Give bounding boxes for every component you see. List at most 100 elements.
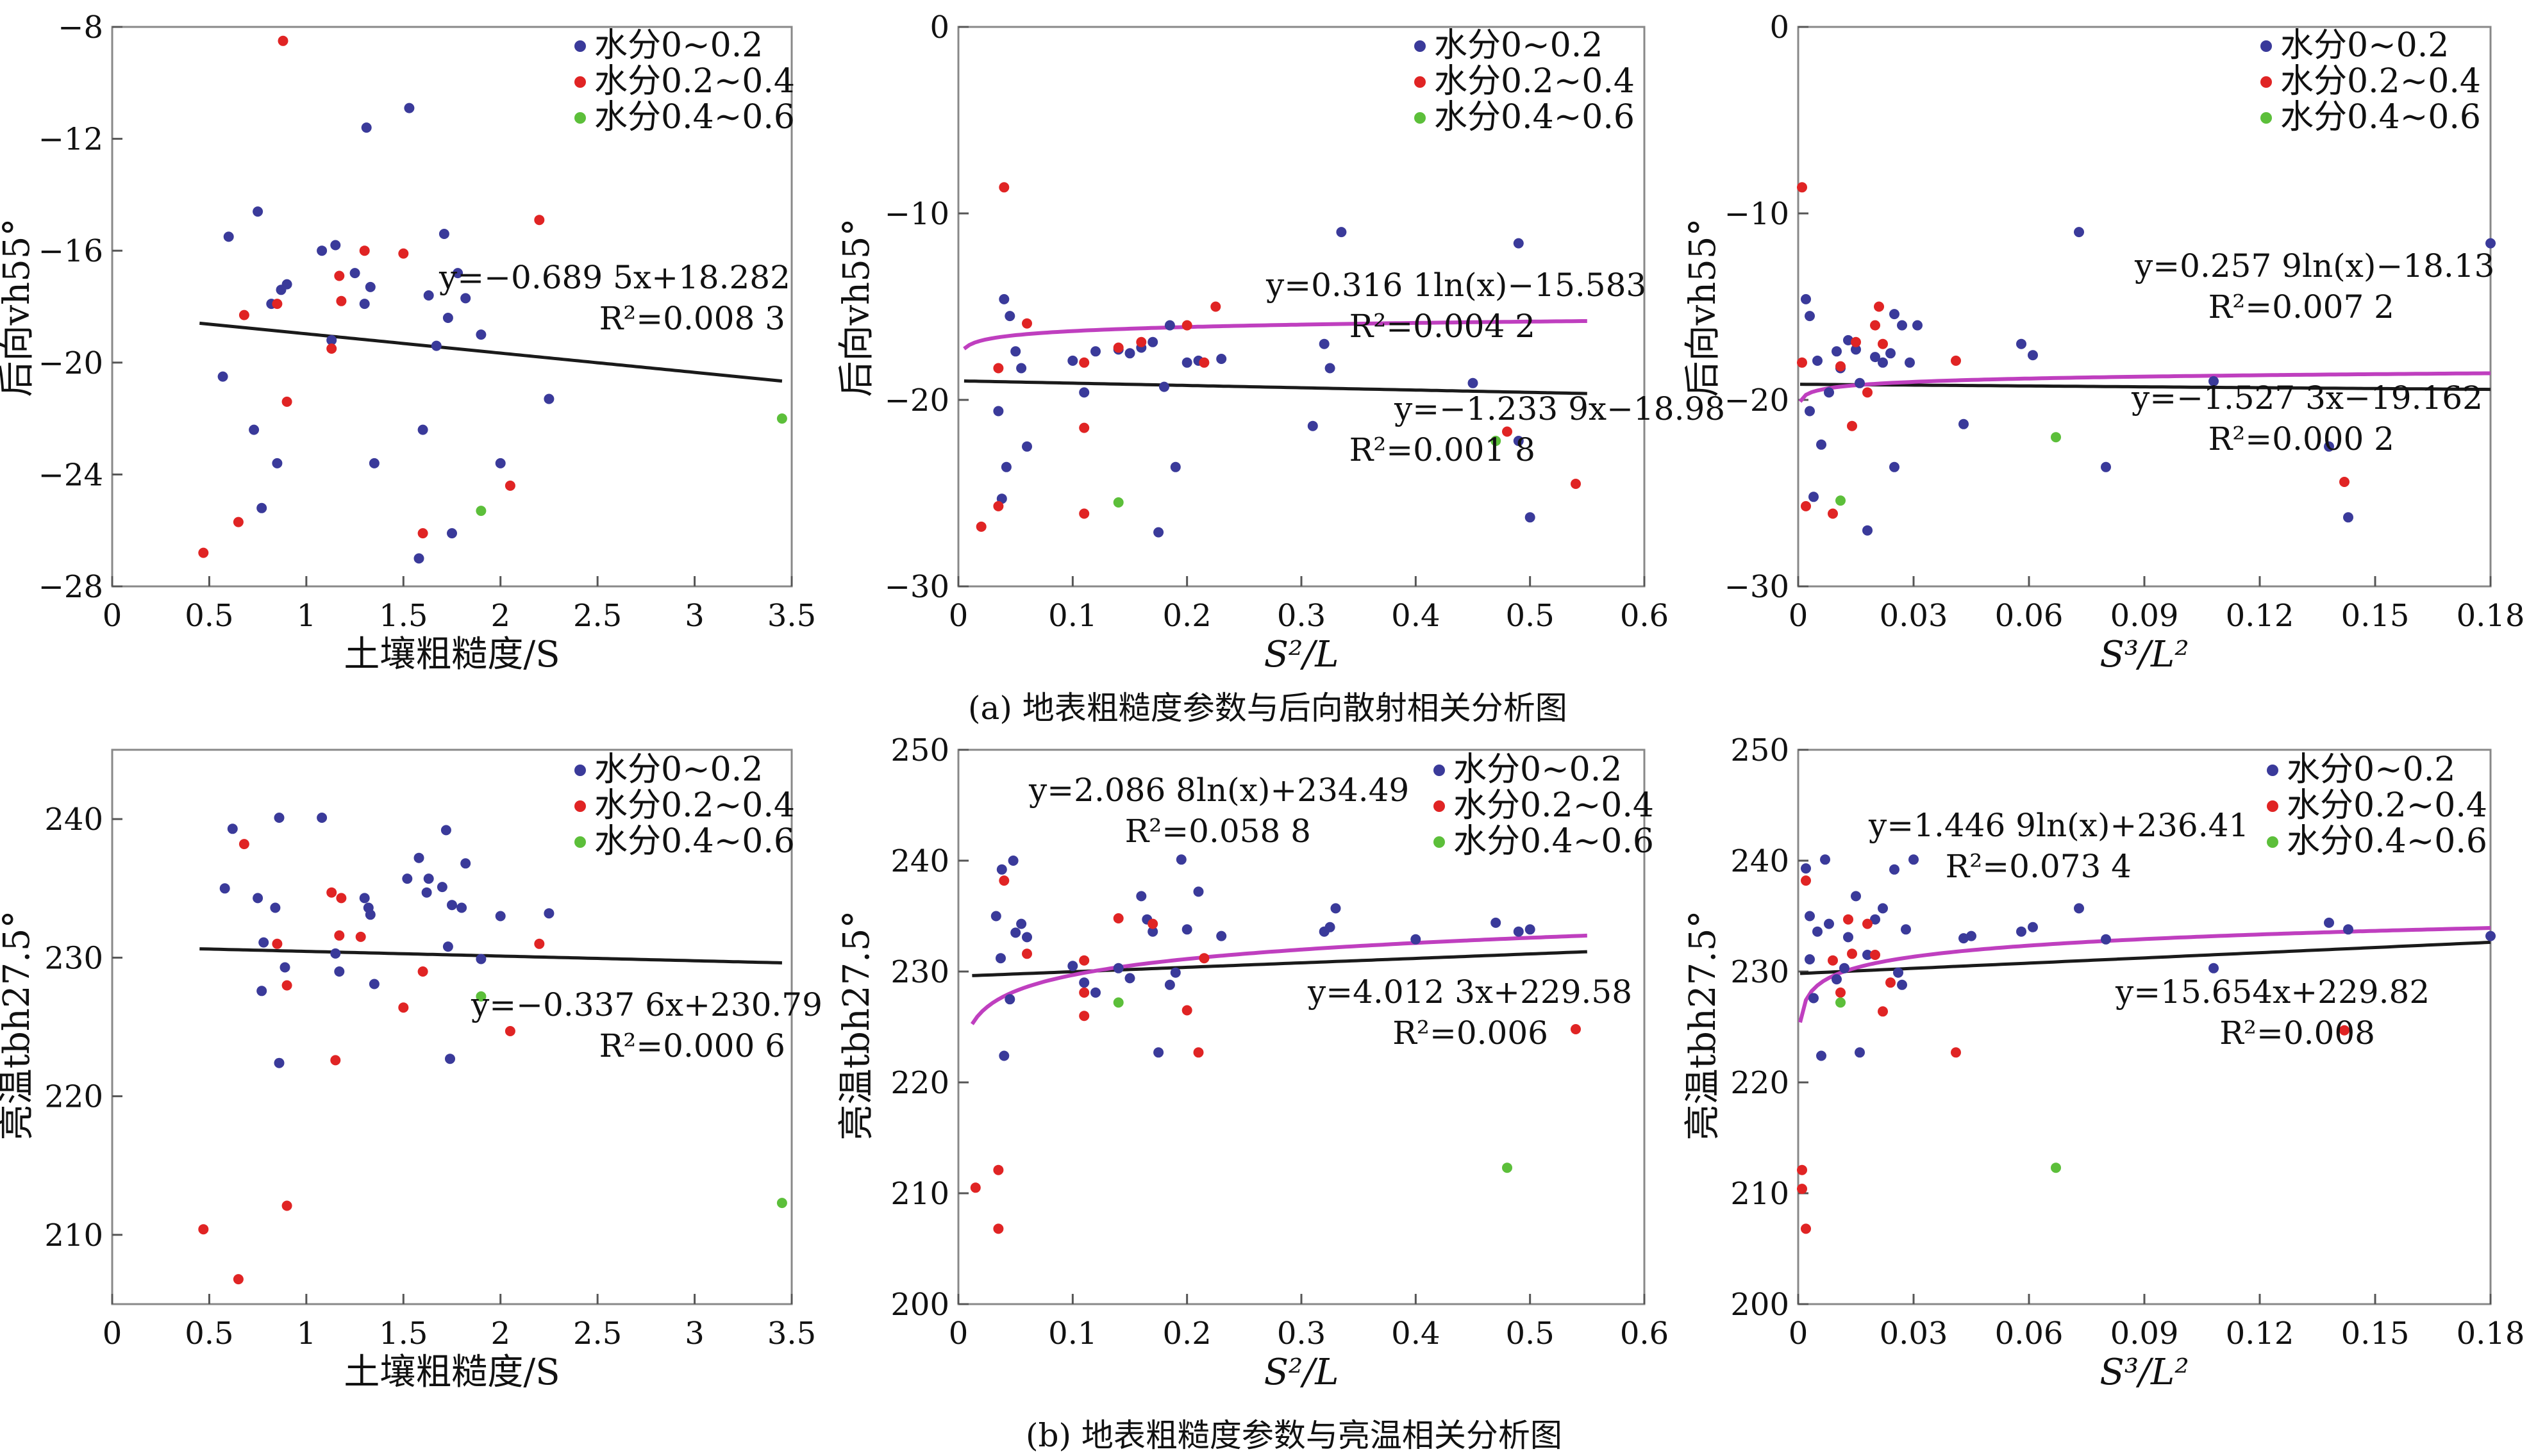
data-point bbox=[1502, 426, 1512, 437]
data-point bbox=[280, 962, 290, 973]
data-point bbox=[417, 966, 428, 977]
data-point bbox=[238, 839, 249, 850]
data-point bbox=[1005, 994, 1015, 1005]
data-point bbox=[996, 864, 1007, 875]
data-point bbox=[1905, 357, 1915, 368]
data-point bbox=[1181, 1005, 1192, 1016]
data-point bbox=[1885, 977, 1896, 988]
x-tick-label: 0 bbox=[949, 598, 969, 634]
data-point bbox=[361, 122, 372, 133]
data-point bbox=[976, 521, 987, 532]
fit-equation: y=1.446 9ln(x)+236.41 bbox=[1868, 807, 2249, 844]
data-point bbox=[505, 480, 515, 491]
legend-marker bbox=[1414, 40, 1426, 52]
data-point bbox=[317, 245, 328, 256]
y-tick-label: 250 bbox=[890, 732, 949, 768]
x-tick-label: 0 bbox=[949, 1316, 969, 1352]
data-point bbox=[253, 893, 263, 904]
data-point bbox=[445, 1054, 455, 1064]
data-point bbox=[1912, 320, 1923, 331]
legend-label: 水分0~0.2 bbox=[2287, 750, 2455, 789]
data-point bbox=[1113, 997, 1124, 1008]
y-tick-label: 250 bbox=[1730, 732, 1789, 768]
legend-marker bbox=[574, 112, 586, 124]
data-point bbox=[1079, 508, 1090, 519]
x-tick-label: 0.1 bbox=[1048, 1316, 1097, 1352]
data-point bbox=[359, 893, 370, 904]
y-tick-label: −16 bbox=[38, 233, 103, 269]
x-tick-label: 2 bbox=[490, 1316, 510, 1352]
data-point bbox=[996, 953, 1006, 964]
y-tick-label: 220 bbox=[44, 1079, 103, 1115]
data-point bbox=[447, 528, 457, 539]
legend-label: 水分0.4~0.6 bbox=[2280, 98, 2481, 136]
data-point bbox=[1820, 854, 1830, 865]
data-point bbox=[1210, 301, 1221, 312]
y-tick-label: −20 bbox=[1724, 383, 1789, 418]
x-tick-label: 0.5 bbox=[1505, 1316, 1554, 1352]
legend-label: 水分0~0.2 bbox=[2280, 26, 2449, 65]
data-point bbox=[437, 882, 447, 893]
legend-marker bbox=[2260, 40, 2272, 52]
data-point bbox=[1797, 1184, 1807, 1195]
x-tick-label: 0.2 bbox=[1162, 598, 1211, 634]
legend-label: 水分0.2~0.4 bbox=[2287, 786, 2487, 825]
caption-b: (b) 地表粗糙度参数与亮温相关分析图 bbox=[1026, 1417, 1562, 1454]
data-point bbox=[1862, 918, 1873, 929]
chart-a3: 0 0.03 0.06 0.09 0.12 0.15 0.18 −30 −20 −10 0 S³/L²… bbox=[1682, 10, 2525, 675]
data-point bbox=[365, 281, 376, 292]
y-tick-label: −8 bbox=[58, 10, 103, 46]
data-point bbox=[2028, 922, 2038, 932]
x-tick-label: 0.5 bbox=[1505, 598, 1554, 634]
data-point bbox=[1022, 948, 1032, 959]
data-point bbox=[1216, 931, 1227, 941]
data-point bbox=[456, 902, 467, 913]
x-tick-label: 0 bbox=[103, 598, 122, 634]
data-point bbox=[1862, 387, 1873, 398]
data-point bbox=[970, 1182, 981, 1193]
chart-b1: 0 0.5 1 1.5 2 2.5 3 3.5 210 220 230 240 土壤粗糙度/S 亮温tbh… bbox=[0, 749, 822, 1393]
data-point bbox=[460, 858, 471, 869]
data-point bbox=[440, 825, 451, 836]
data-point bbox=[1307, 420, 1318, 431]
fit-r2: R²=0.008 3 bbox=[599, 300, 785, 337]
data-point bbox=[476, 991, 487, 1002]
data-point bbox=[355, 931, 366, 942]
data-point bbox=[1153, 527, 1164, 538]
y-tick-label: −30 bbox=[1724, 569, 1789, 605]
data-point bbox=[544, 393, 555, 404]
data-point bbox=[1193, 886, 1204, 897]
fit-r2: R²=0.007 2 bbox=[2208, 288, 2394, 326]
data-point bbox=[2051, 1162, 2061, 1173]
x-tick-label: 1.5 bbox=[379, 1316, 428, 1352]
x-tick-label: 3.5 bbox=[767, 598, 816, 634]
y-tick-label: −10 bbox=[1724, 196, 1789, 232]
data-point bbox=[438, 229, 449, 239]
legend-label: 水分0~0.2 bbox=[1453, 750, 1622, 789]
fit-r2: R²=0.000 6 bbox=[599, 1027, 785, 1064]
data-point bbox=[317, 813, 328, 823]
data-point bbox=[1113, 963, 1124, 973]
data-point bbox=[256, 986, 267, 997]
data-point bbox=[417, 528, 428, 539]
data-point bbox=[1816, 1050, 1826, 1061]
data-point bbox=[256, 502, 267, 513]
fit-r2: R²=0.008 bbox=[2219, 1014, 2375, 1052]
data-point bbox=[249, 424, 260, 435]
legend-label: 水分0.2~0.4 bbox=[1434, 62, 1635, 101]
data-point bbox=[1513, 926, 1524, 937]
data-point bbox=[1801, 863, 1811, 874]
x-tick-label: 0.15 bbox=[2341, 598, 2410, 634]
fit-r2: R²=0.006 bbox=[1392, 1014, 1548, 1052]
data-point bbox=[2343, 924, 2353, 935]
data-point bbox=[334, 966, 345, 977]
legend-label: 水分0.4~0.6 bbox=[594, 98, 795, 136]
data-point bbox=[999, 294, 1010, 304]
data-point bbox=[442, 941, 453, 952]
data-point bbox=[534, 938, 545, 949]
data-point bbox=[2339, 477, 2350, 487]
data-point bbox=[398, 248, 409, 259]
data-point bbox=[398, 1002, 409, 1013]
legend-label: 水分0.4~0.6 bbox=[1434, 98, 1635, 136]
